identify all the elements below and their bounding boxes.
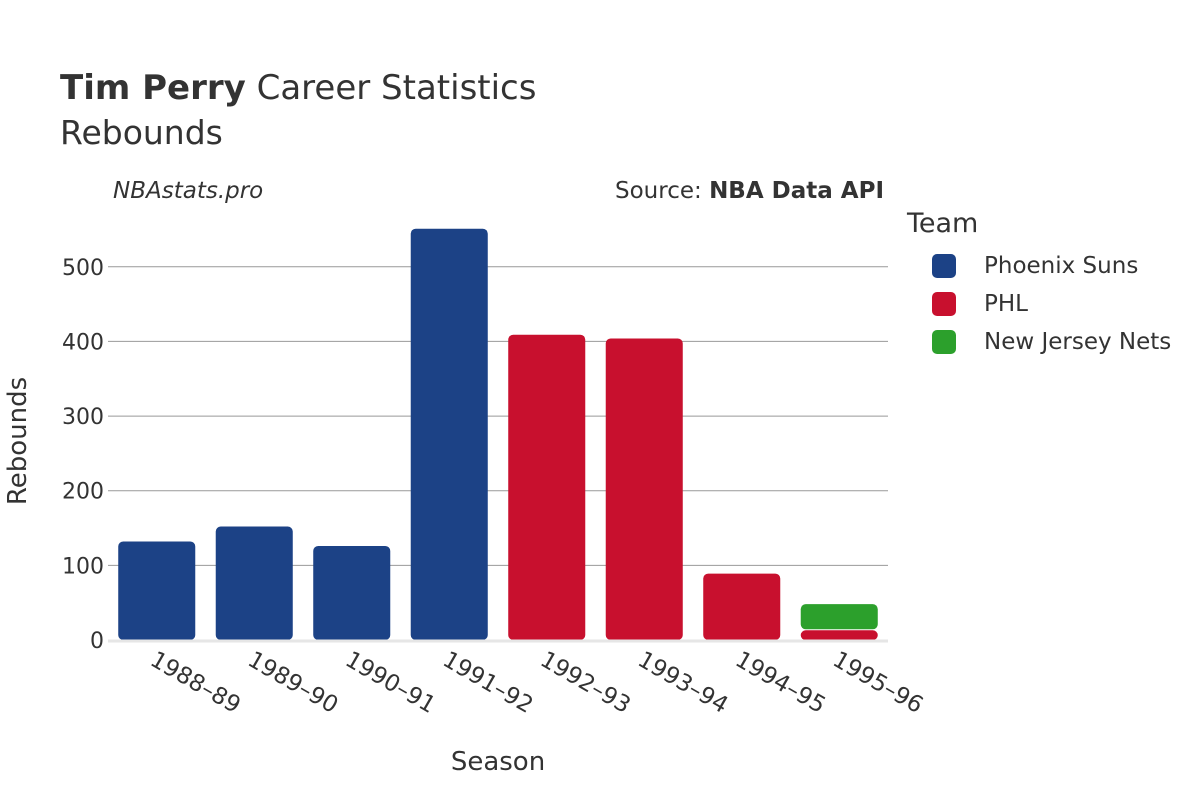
bar-phoenix-suns[interactable]	[118, 541, 196, 640]
x-tick-label: 1994–95	[731, 647, 830, 719]
legend-title: Team	[907, 208, 979, 239]
y-tick-label: 0	[90, 629, 104, 654]
source-prefix: Source:	[615, 178, 702, 204]
x-tick-label: 1990–91	[341, 647, 440, 719]
x-tick-label: 1993–94	[633, 647, 732, 719]
title-rest: Career Statistics	[256, 68, 537, 108]
source-name: NBA Data API	[709, 178, 884, 204]
legend-label: PHL	[984, 291, 1028, 317]
legend-swatch	[932, 254, 956, 278]
x-tick-label: 1991–92	[438, 647, 537, 719]
bar-new-jersey-nets[interactable]	[800, 604, 878, 630]
source-credit: Source: NBA Data API	[615, 178, 884, 204]
legend-label: New Jersey Nets	[984, 329, 1172, 355]
y-tick-label: 200	[62, 480, 104, 505]
chart-subtitle: Rebounds	[60, 113, 223, 152]
x-tick-label: 1995–96	[828, 647, 927, 719]
bar-phoenix-suns[interactable]	[410, 228, 488, 641]
bar-phl[interactable]	[605, 338, 683, 640]
bar-phoenix-suns[interactable]	[313, 545, 391, 640]
brand-watermark: NBAstats.pro	[113, 178, 264, 204]
y-tick-label: 500	[62, 256, 104, 281]
legend-item-new-jersey-nets[interactable]: New Jersey Nets	[907, 323, 1171, 361]
legend-item-phl[interactable]: PHL	[907, 285, 1171, 323]
x-axis-label: Season	[451, 747, 545, 777]
x-tick-label: 1992–93	[536, 647, 635, 719]
chart-title: Tim Perry Career Statistics	[60, 68, 536, 108]
gridlines	[108, 266, 888, 566]
bar-phoenix-suns[interactable]	[215, 526, 293, 640]
x-tick-label: 1988–89	[146, 647, 245, 719]
x-axis-ticks: 1988–891989–901990–911991–921992–931993–…	[146, 647, 928, 719]
legend-swatch	[932, 330, 956, 354]
legend: Team Phoenix Suns PHL New Jersey Nets	[907, 208, 1171, 361]
bar-phl[interactable]	[800, 630, 878, 640]
y-tick-label: 100	[62, 554, 104, 579]
legend-swatch	[932, 292, 956, 316]
bar-phl[interactable]	[508, 334, 586, 640]
legend-item-phoenix-suns[interactable]: Phoenix Suns	[907, 247, 1171, 285]
x-tick-label: 1989–90	[243, 647, 342, 719]
y-tick-label: 300	[62, 405, 104, 430]
bars	[118, 228, 878, 641]
legend-label: Phoenix Suns	[984, 253, 1139, 279]
player-name: Tim Perry	[60, 68, 246, 108]
y-tick-label: 400	[62, 330, 104, 355]
y-axis-ticks: 0 100 200 300 400 500	[62, 256, 104, 654]
y-axis-label: Rebounds	[3, 377, 33, 505]
bar-phl[interactable]	[703, 573, 781, 640]
